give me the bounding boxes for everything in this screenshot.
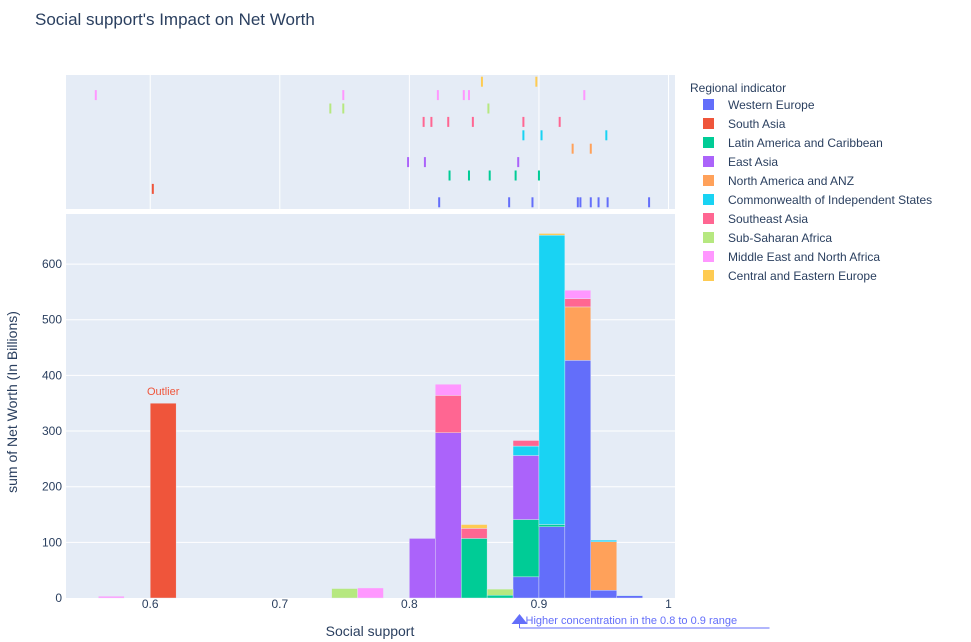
y-tick-label: 0 [55, 591, 62, 605]
bar-southeast-asia-0.890 [512, 440, 540, 447]
legend-item-latin-america-and-caribbean[interactable]: Latin America and Caribbean [703, 136, 883, 150]
y-tick-label: 600 [42, 257, 62, 271]
x-tick-label: 0.6 [142, 597, 159, 611]
y-tick-label: 200 [42, 480, 62, 494]
legend: Regional indicator Western Europe South A… [690, 81, 932, 283]
legend-swatch [703, 270, 714, 281]
legend-swatch [703, 137, 714, 148]
chart-title: Social support's Impact on Net Worth [35, 10, 315, 29]
legend-item-central-and-eastern-europe[interactable]: Central and Eastern Europe [703, 269, 877, 283]
legend-label: Central and Eastern Europe [728, 269, 877, 283]
bar-south-asia-0.610 [150, 403, 177, 599]
annotations: Outlier Higher concentration in the 0.8 t… [147, 386, 770, 629]
legend-item-commonwealth-of-independent-states[interactable]: Commonwealth of Independent States [703, 193, 932, 207]
legend-item-east-asia[interactable]: East Asia [703, 155, 778, 169]
legend-item-south-asia[interactable]: South Asia [703, 117, 786, 131]
bar-middle-east-and-north-africa-0.570 [98, 596, 125, 599]
legend-swatch [703, 213, 714, 224]
rug-plot-area [66, 75, 675, 209]
bar-western-europe-0.910 [538, 526, 566, 599]
rug-gridlines [149, 75, 670, 209]
bar-latin-america-and-caribbean-0.890 [512, 519, 540, 578]
bar-southeast-asia-0.830 [435, 395, 462, 433]
legend-item-sub-saharan-africa[interactable]: Sub-Saharan Africa [703, 231, 832, 245]
annotation-arrowhead [511, 614, 528, 624]
bar-commonwealth-of-independent-states-0.950 [590, 539, 617, 542]
legend-label: Middle East and North Africa [728, 250, 880, 264]
bars [98, 233, 643, 599]
bar-north-america-and-anz-0.930 [564, 306, 591, 361]
bar-sub-saharan-africa-0.870 [486, 588, 514, 596]
legend-swatch [703, 232, 714, 243]
x-tick-label: 0.9 [531, 597, 548, 611]
x-tick-label: 0.7 [271, 597, 288, 611]
bar-north-america-and-anz-0.950 [590, 541, 617, 591]
x-tick-label: 0.8 [401, 597, 418, 611]
bar-western-europe-0.970 [616, 595, 643, 599]
bar-central-and-eastern-europe-0.850 [461, 524, 488, 529]
y-tick-label: 300 [42, 424, 62, 438]
bar-western-europe-0.950 [590, 590, 617, 599]
legend-swatch [703, 99, 714, 110]
legend-label: Commonwealth of Independent States [728, 193, 932, 207]
bar-latin-america-and-caribbean-0.870 [486, 595, 514, 599]
x-axis-ticks: 0.6 0.7 0.8 0.9 1 [142, 597, 672, 611]
bar-southeast-asia-0.850 [461, 528, 488, 539]
legend-label: Western Europe [728, 98, 815, 112]
legend-swatch [703, 118, 714, 129]
legend-swatch [703, 175, 714, 186]
bar-commonwealth-of-independent-states-0.970 [616, 595, 643, 596]
legend-swatch [703, 251, 714, 262]
bar-southeast-asia-0.930 [564, 298, 591, 308]
bar-latin-america-and-caribbean-0.910 [538, 524, 566, 527]
legend-label: Sub-Saharan Africa [728, 231, 832, 245]
legend-item-middle-east-and-north-africa[interactable]: Middle East and North Africa [703, 250, 880, 264]
legend-label: Southeast Asia [728, 212, 808, 226]
y-tick-label: 500 [42, 313, 62, 327]
bar-sub-saharan-africa-0.750 [331, 588, 358, 599]
x-tick-label: 1 [665, 597, 672, 611]
y-tick-label: 400 [42, 368, 62, 382]
bar-middle-east-and-north-africa-0.770 [357, 587, 384, 599]
bar-central-and-eastern-europe-0.910 [538, 233, 566, 236]
y-axis-title: sum of Net Worth (In Billions) [4, 311, 20, 493]
bar-east-asia-0.890 [512, 455, 540, 520]
rug-marks [94, 76, 651, 208]
legend-item-southeast-asia[interactable]: Southeast Asia [703, 212, 808, 226]
legend-swatch [703, 194, 714, 205]
legend-label: Latin America and Caribbean [728, 136, 883, 150]
legend-label: East Asia [728, 155, 778, 169]
bar-commonwealth-of-independent-states-0.890 [512, 445, 540, 456]
legend-item-north-america-and-anz[interactable]: North America and ANZ [703, 174, 854, 188]
bar-east-asia-0.830 [435, 432, 462, 599]
bar-middle-east-and-north-africa-0.830 [435, 384, 462, 396]
y-axis-ticks: 0 100 200 300 400 500 600 [42, 257, 62, 605]
legend-label: South Asia [728, 117, 786, 131]
legend-item-western-europe[interactable]: Western Europe [703, 98, 815, 112]
bar-commonwealth-of-independent-states-0.910 [538, 234, 566, 525]
legend-label: North America and ANZ [728, 174, 854, 188]
concentration-annotation: Higher concentration in the 0.8 to 0.9 r… [526, 615, 738, 627]
legend-swatch [703, 156, 714, 167]
x-axis-title: Social support [326, 623, 415, 639]
outlier-annotation: Outlier [147, 386, 180, 398]
bar-western-europe-0.890 [512, 576, 540, 599]
bar-western-europe-0.930 [564, 360, 591, 599]
bar-latin-america-and-caribbean-0.850 [461, 538, 488, 599]
legend-title: Regional indicator [690, 81, 786, 95]
y-tick-label: 100 [42, 535, 62, 549]
bar-east-asia-0.810 [409, 538, 436, 599]
bar-middle-east-and-north-africa-0.930 [564, 290, 591, 299]
